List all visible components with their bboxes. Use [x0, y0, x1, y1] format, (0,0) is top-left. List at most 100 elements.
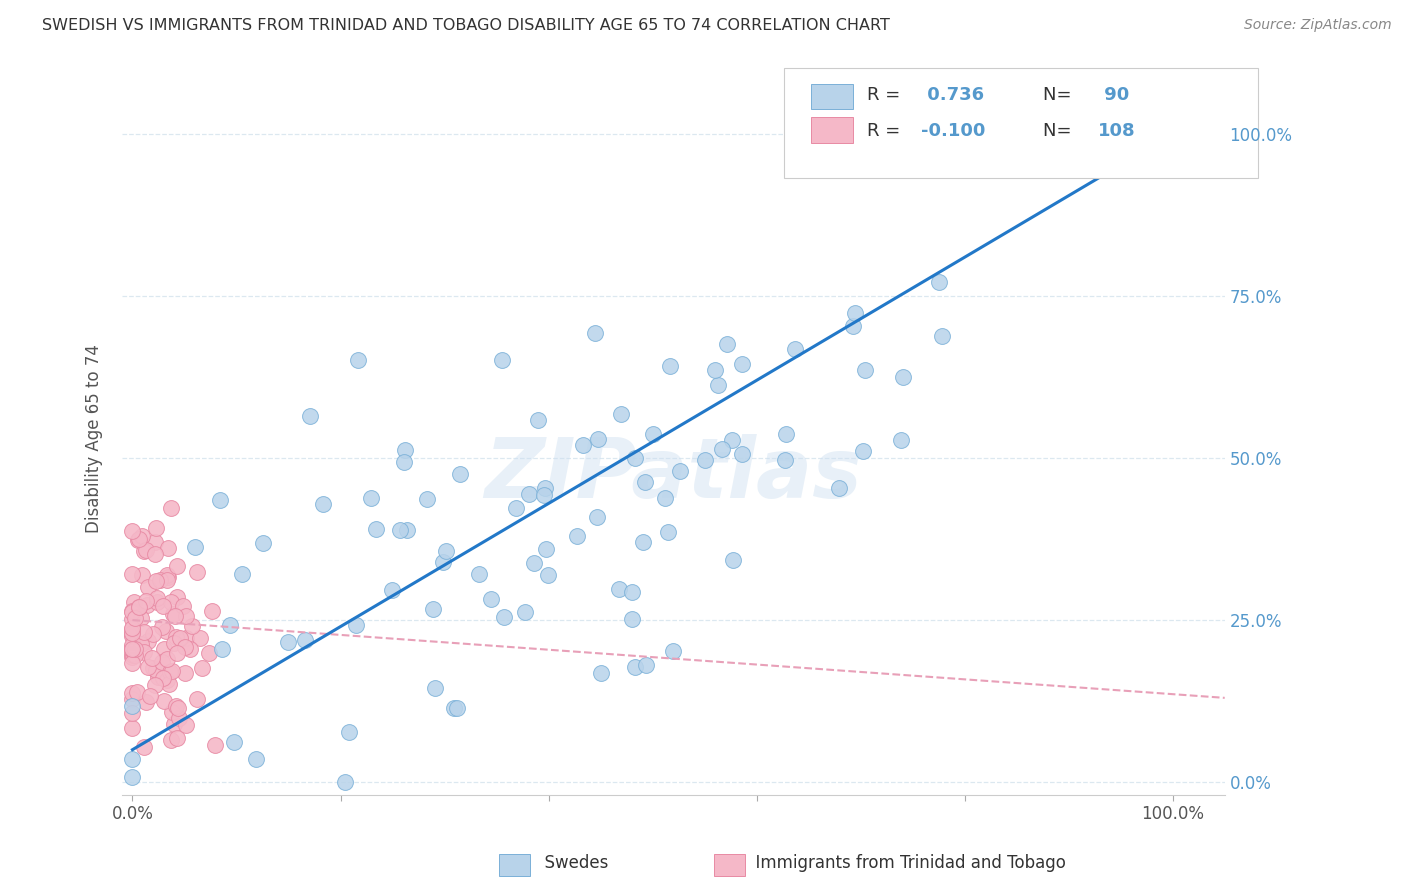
Point [134, 625, 156, 640]
Point [624, 660, 647, 674]
Point [145, 663, 167, 677]
Point [890, 433, 912, 447]
Point [607, 582, 630, 596]
Point [143, 535, 166, 549]
Point [143, 678, 166, 692]
Point [636, 658, 658, 673]
Point [152, 599, 174, 613]
Point [852, 443, 875, 458]
Point [654, 491, 676, 506]
Text: -0.100: -0.100 [921, 121, 986, 140]
Point [121, 692, 143, 706]
Point [128, 600, 150, 615]
Point [121, 524, 143, 539]
Point [174, 608, 197, 623]
Point [127, 685, 149, 699]
Point [121, 626, 143, 640]
Point [179, 641, 201, 656]
Point [142, 660, 165, 674]
Point [121, 649, 143, 664]
Point [388, 523, 411, 537]
Point [136, 580, 159, 594]
FancyBboxPatch shape [811, 84, 853, 110]
Point [162, 607, 184, 622]
Point [165, 698, 187, 713]
Text: SWEDISH VS IMMIGRANTS FROM TRINIDAD AND TOBAGO DISABILITY AGE 65 TO 74 CORRELATI: SWEDISH VS IMMIGRANTS FROM TRINIDAD AND … [42, 18, 890, 33]
Point [479, 591, 502, 606]
Point [136, 660, 159, 674]
Point [136, 633, 159, 648]
Text: 108: 108 [1098, 121, 1136, 140]
Text: R =: R = [868, 121, 907, 140]
Point [132, 543, 155, 558]
Point [828, 482, 851, 496]
Y-axis label: Disability Age 65 to 74: Disability Age 65 to 74 [86, 344, 103, 533]
Point [150, 655, 173, 669]
Point [669, 464, 692, 478]
Point [534, 481, 557, 495]
Point [169, 631, 191, 645]
Point [121, 706, 143, 721]
Point [165, 609, 187, 624]
Point [449, 467, 471, 482]
Point [149, 573, 172, 587]
Point [121, 622, 143, 636]
Point [142, 627, 165, 641]
Point [703, 363, 725, 377]
Point [132, 645, 155, 659]
Point [523, 556, 546, 570]
Point [731, 447, 754, 461]
Point [534, 541, 557, 556]
Point [124, 611, 146, 625]
Point [159, 665, 181, 679]
Point [121, 640, 143, 655]
Point [527, 413, 550, 427]
Point [610, 407, 633, 421]
Point [219, 617, 242, 632]
Point [129, 611, 152, 625]
Point [156, 673, 179, 688]
Point [121, 612, 143, 626]
Point [181, 619, 204, 633]
Point [150, 620, 173, 634]
Point [662, 644, 685, 658]
Point [165, 630, 187, 644]
Point [422, 602, 444, 616]
Point [121, 770, 143, 784]
Point [139, 689, 162, 703]
Point [1007, 138, 1029, 153]
Point [121, 721, 143, 735]
Point [146, 591, 169, 605]
Point [773, 453, 796, 467]
Point [121, 643, 143, 657]
Point [299, 409, 322, 424]
Point [394, 443, 416, 458]
Point [583, 326, 606, 341]
Point [586, 432, 609, 446]
Point [844, 306, 866, 320]
Point [191, 661, 214, 675]
Point [335, 775, 357, 789]
Point [198, 646, 221, 660]
Point [364, 522, 387, 536]
Point [135, 695, 157, 709]
Point [166, 646, 188, 660]
Point [517, 486, 540, 500]
Point [121, 627, 143, 641]
Point [567, 529, 589, 543]
Point [623, 450, 645, 465]
Point [706, 378, 728, 392]
Point [176, 631, 198, 645]
Text: N=: N= [1043, 87, 1077, 104]
Point [163, 716, 186, 731]
Point [186, 691, 208, 706]
Point [415, 491, 437, 506]
Text: 90: 90 [1098, 87, 1129, 104]
Point [121, 656, 143, 670]
Point [157, 541, 180, 556]
Text: R =: R = [868, 87, 907, 104]
Point [135, 593, 157, 607]
Point [716, 336, 738, 351]
Point [443, 701, 465, 715]
Point [201, 604, 224, 618]
